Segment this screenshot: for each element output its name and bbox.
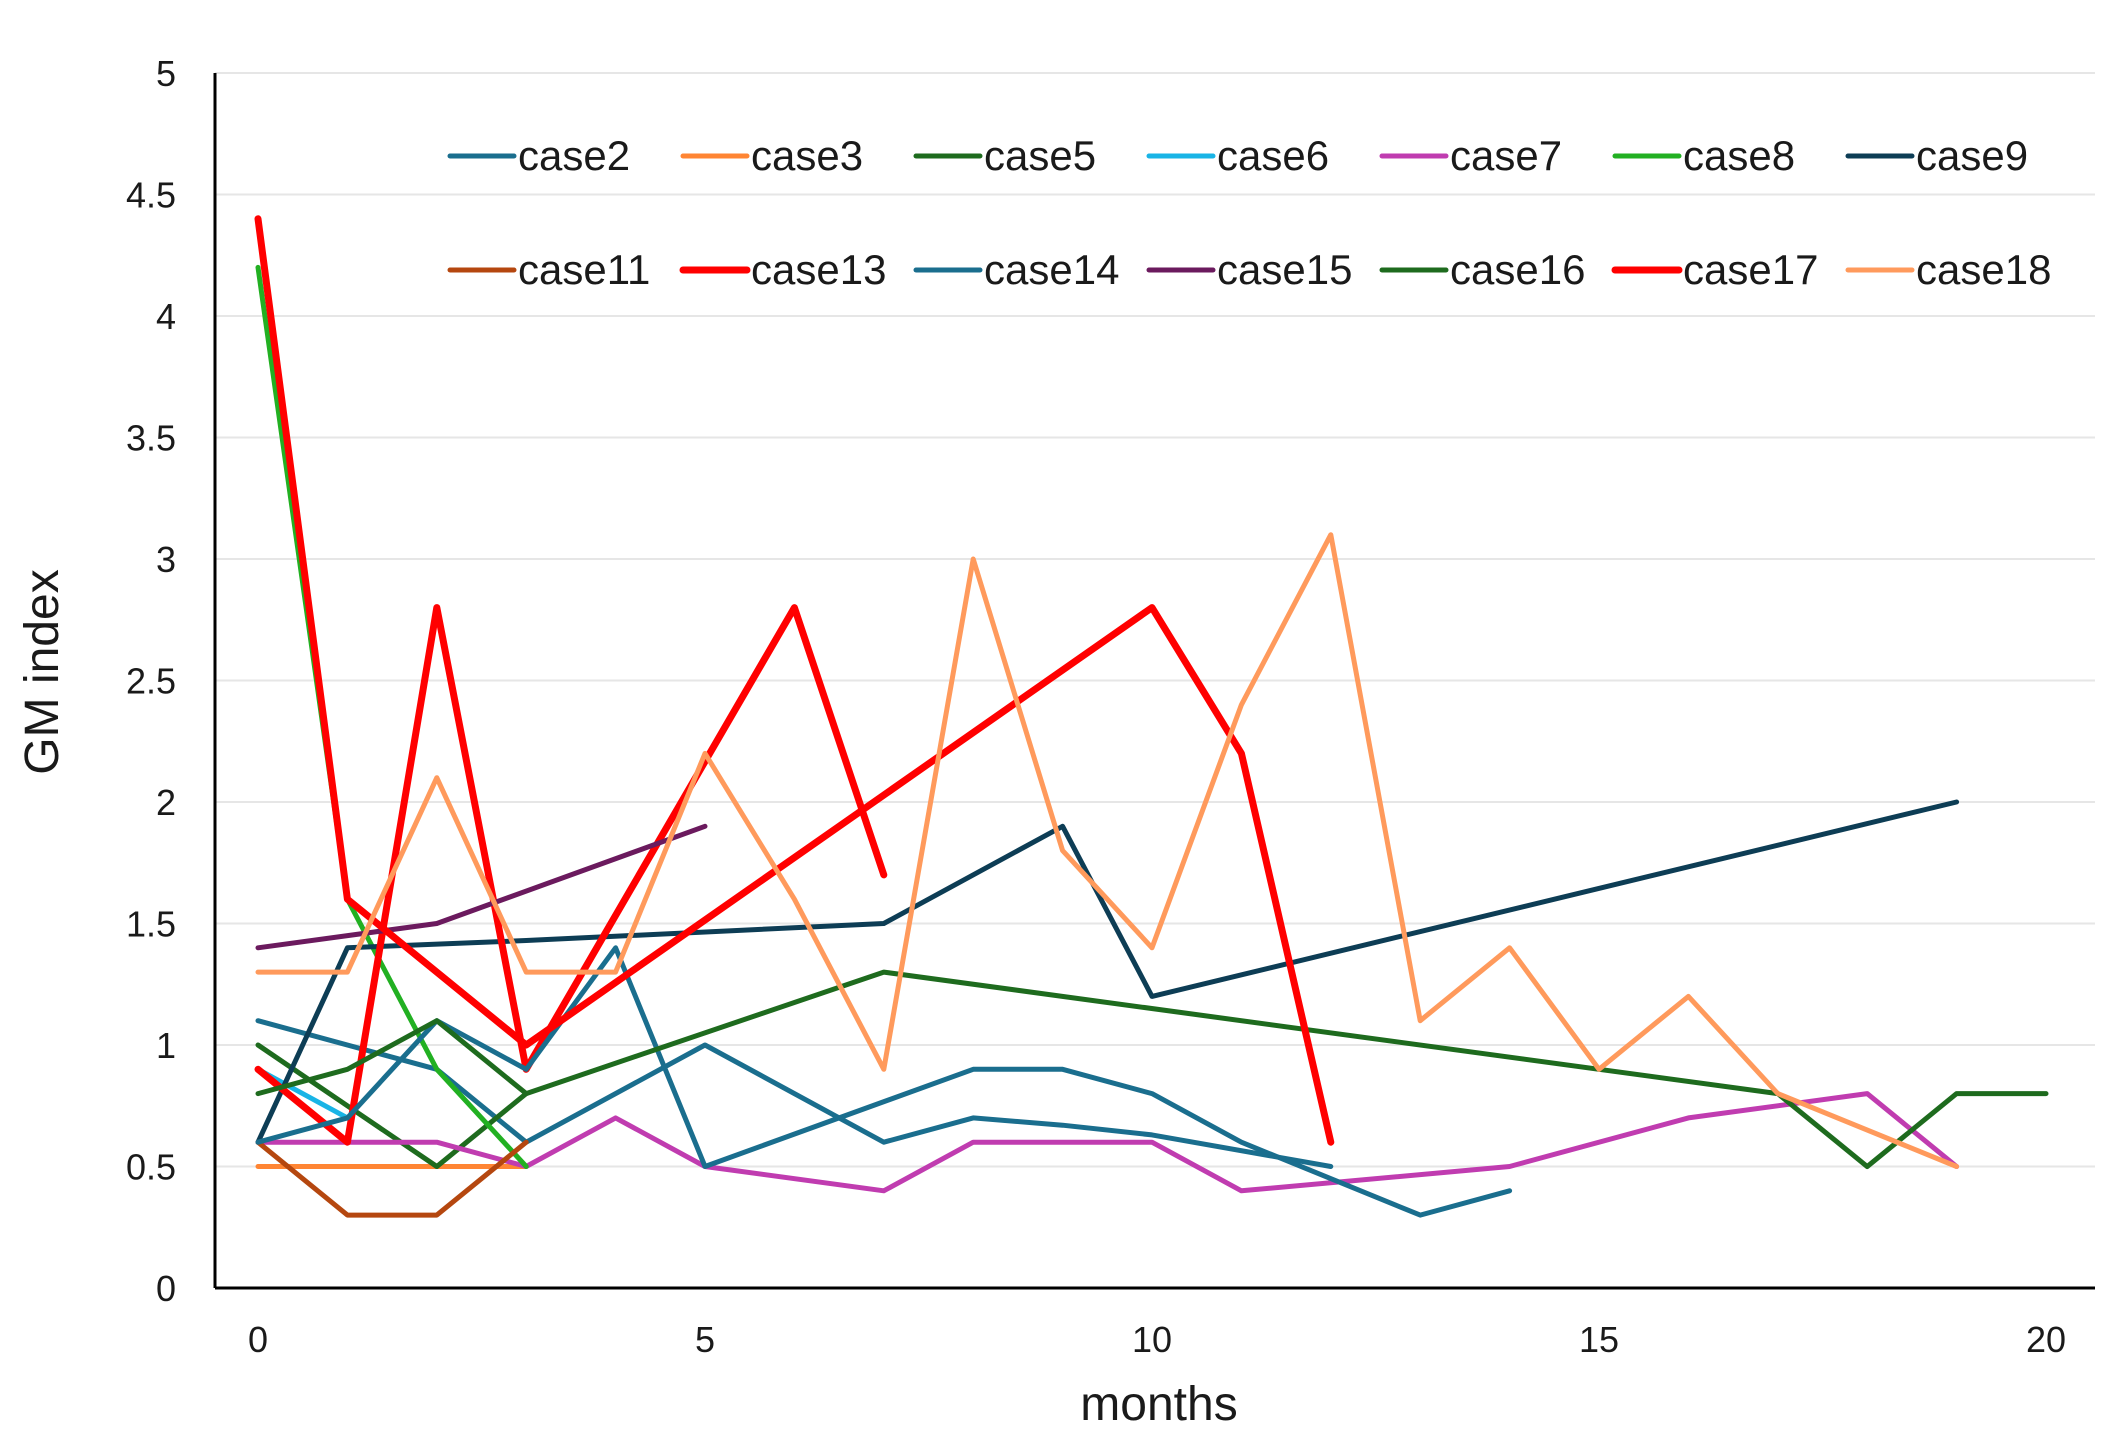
legend-label: case14 <box>984 246 1119 293</box>
legend-item-case3: case3 <box>680 132 863 179</box>
legend-label: case15 <box>1217 246 1352 293</box>
series-line-case14 <box>255 945 1513 1218</box>
series-line-case5 <box>255 1042 529 1169</box>
series-line-case9 <box>255 799 1960 1145</box>
legend-item-case8: case8 <box>1612 132 1795 179</box>
series-line-case11 <box>255 1139 529 1218</box>
series-line-case18 <box>255 532 1960 1169</box>
legend-label: case2 <box>518 132 630 179</box>
y-tick-label: 3.5 <box>126 418 176 459</box>
series-lines <box>254 215 2049 1218</box>
series-line-case17 <box>254 215 1335 1146</box>
series-line-case15 <box>255 823 708 951</box>
x-tick-label: 15 <box>1579 1319 1619 1360</box>
legend-label: case11 <box>518 246 650 293</box>
legend-item-case18: case18 <box>1845 246 2051 293</box>
legend-item-case16: case16 <box>1379 246 1585 293</box>
legend-label: case6 <box>1217 132 1329 179</box>
legend-label: case8 <box>1683 132 1795 179</box>
x-tick-label: 0 <box>248 1319 268 1360</box>
legend-label: case18 <box>1916 246 2051 293</box>
legend-item-case17: case17 <box>1611 246 1818 293</box>
legend-item-case15: case15 <box>1146 246 1352 293</box>
y-tick-label: 4 <box>156 296 176 337</box>
y-tick-label: 2.5 <box>126 661 176 702</box>
legend-item-case6: case6 <box>1146 132 1329 179</box>
legend-label: case13 <box>751 246 886 293</box>
series-line-case7 <box>255 1091 1960 1194</box>
legend-label: case5 <box>984 132 1096 179</box>
series-line-case13 <box>254 604 888 1146</box>
legend-item-case9: case9 <box>1845 132 2028 179</box>
x-tick-label: 20 <box>2026 1319 2066 1360</box>
legend-item-case14: case14 <box>913 246 1119 293</box>
x-tick-label: 5 <box>695 1319 715 1360</box>
y-tick-label: 1.5 <box>126 904 176 945</box>
legend-item-case7: case7 <box>1379 132 1562 179</box>
y-axis-title: GM index <box>16 569 69 774</box>
legend-label: case3 <box>751 132 863 179</box>
y-tick-label: 1 <box>156 1025 176 1066</box>
axes <box>213 73 2095 1290</box>
y-tick-label: 3 <box>156 539 176 580</box>
gridlines <box>215 72 2095 1168</box>
y-tick-label: 2 <box>156 782 176 823</box>
legend-item-case2: case2 <box>447 132 630 179</box>
x-axis-title: months <box>1080 1378 1237 1431</box>
legend-item-case13: case13 <box>679 246 886 293</box>
y-tick-label: 4.5 <box>126 175 176 216</box>
legend-label: case16 <box>1450 246 1585 293</box>
y-tick-label: 0.5 <box>126 1147 176 1188</box>
series-line-case16 <box>255 969 2049 1169</box>
legend-label: case7 <box>1450 132 1562 179</box>
tick-labels: 0 0.5 1 1.5 2 2.5 3 3.5 4 4.5 5 0 5 10 15 20 <box>126 53 2066 1360</box>
series-line-case2 <box>255 1018 1334 1169</box>
legend: case2 case3 case5 case6 case7 case8 case9 case1… <box>447 132 2051 293</box>
y-tick-label: 5 <box>156 53 176 94</box>
legend-item-case5: case5 <box>913 132 1096 179</box>
legend-label: case17 <box>1683 246 1818 293</box>
legend-item-case11: case11 <box>447 246 650 293</box>
y-tick-label: 0 <box>156 1268 176 1309</box>
legend-label: case9 <box>1916 132 2028 179</box>
x-tick-label: 10 <box>1132 1319 1172 1360</box>
